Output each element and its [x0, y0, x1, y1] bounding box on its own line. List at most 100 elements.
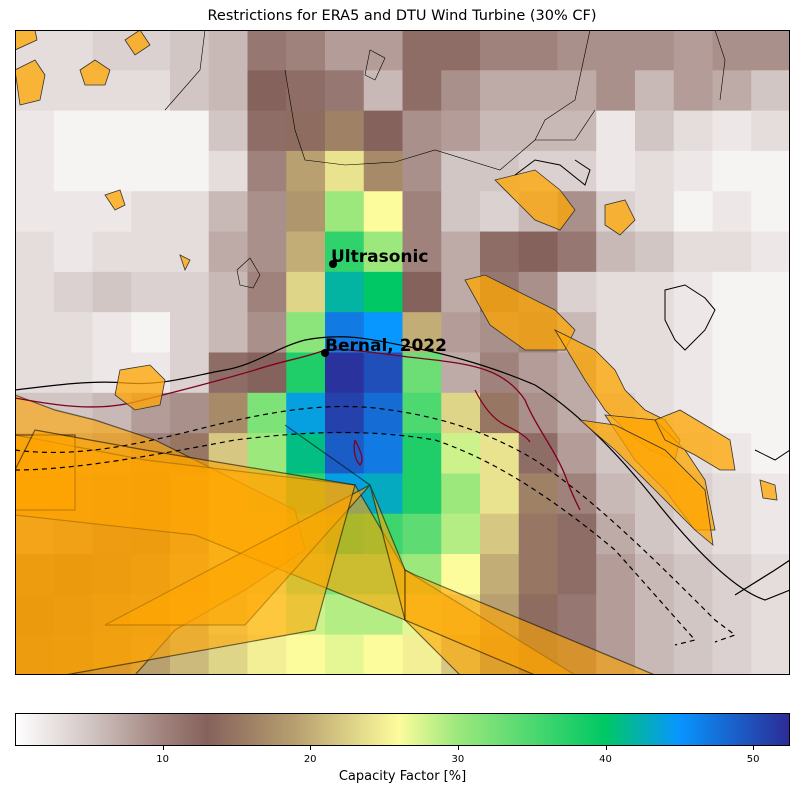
grid-cell	[441, 231, 481, 273]
grid-cell	[402, 70, 442, 112]
grid-cell	[402, 231, 442, 273]
grid-cell	[596, 271, 636, 313]
grid-cell	[673, 110, 713, 152]
grid-cell	[170, 312, 210, 353]
measurement-sites: Ultrasonic Bernal, 2022	[321, 247, 447, 357]
grid-cell	[441, 191, 481, 233]
grid-cell	[363, 271, 403, 313]
grid-cell	[170, 191, 210, 233]
grid-cell	[247, 70, 287, 112]
grid-cell	[92, 231, 132, 273]
grid-cell	[635, 554, 675, 595]
grid-cell	[673, 70, 713, 112]
colorbar	[15, 713, 790, 746]
grid-cell	[131, 70, 171, 112]
grid-cell	[325, 271, 365, 313]
grid-cell	[208, 312, 248, 353]
grid-cell	[673, 312, 713, 353]
grid-cell	[286, 312, 326, 353]
grid-cell	[402, 271, 442, 313]
grid-cell	[751, 554, 790, 595]
grid-cell	[712, 634, 752, 675]
grid-cell	[247, 150, 287, 192]
grid-cell	[247, 352, 287, 394]
grid-cell	[441, 30, 481, 71]
grid-cell	[325, 191, 365, 233]
grid-cell	[518, 30, 558, 71]
grid-cell	[170, 110, 210, 152]
grid-cell	[596, 312, 636, 353]
grid-cell	[635, 513, 675, 555]
grid-cell	[712, 352, 752, 394]
capacity-factor-grid	[15, 30, 790, 675]
grid-cell	[635, 30, 675, 71]
grid-cell	[480, 231, 520, 273]
grid-cell	[208, 392, 248, 434]
grid-cell	[557, 554, 597, 595]
colorbar-tick	[753, 746, 755, 750]
grid-cell	[712, 473, 752, 515]
grid-cell	[751, 513, 790, 555]
grid-cell	[131, 271, 171, 313]
grid-cell	[170, 30, 210, 71]
grid-cell	[712, 231, 752, 273]
grid-cell	[751, 30, 790, 71]
grid-cell	[363, 150, 403, 192]
grid-cell	[557, 433, 597, 474]
grid-cell	[751, 191, 790, 233]
grid-cell	[751, 312, 790, 353]
bernal-site-label: Bernal, 2022	[325, 336, 447, 356]
grid-cell	[751, 352, 790, 394]
grid-cell	[712, 513, 752, 555]
grid-cell	[635, 150, 675, 192]
grid-cell	[673, 554, 713, 595]
grid-cell	[596, 473, 636, 515]
grid-cell	[402, 513, 442, 555]
grid-cell	[325, 30, 365, 71]
grid-cell	[441, 433, 481, 474]
grid-cell	[286, 271, 326, 313]
grid-cell	[480, 433, 520, 474]
grid-cell	[712, 392, 752, 434]
grid-cell	[596, 150, 636, 192]
grid-cell	[673, 150, 713, 192]
bernal-site-marker	[321, 349, 329, 357]
grid-cell	[712, 70, 752, 112]
grid-cell	[247, 433, 287, 474]
grid-cell	[15, 110, 55, 152]
grid-cell	[402, 30, 442, 71]
grid-cell	[53, 271, 93, 313]
grid-cell	[363, 231, 403, 273]
map-border	[15, 30, 790, 675]
ultrasonic-site-label: Ultrasonic	[331, 247, 428, 267]
grid-cell	[480, 392, 520, 434]
grid-cell	[325, 352, 365, 394]
grid-cell	[325, 312, 365, 353]
grid-cell	[363, 191, 403, 233]
grid-cell	[15, 271, 55, 313]
grid-cell	[635, 110, 675, 152]
grid-cell	[712, 594, 752, 636]
grid-cell	[53, 150, 93, 192]
grid-cell	[208, 271, 248, 313]
grid-cell	[363, 312, 403, 353]
grid-cell	[131, 150, 171, 192]
grid-cell	[53, 30, 93, 71]
grid-cell	[286, 191, 326, 233]
grid-cell	[208, 191, 248, 233]
grid-cell	[131, 312, 171, 353]
grid-cell	[712, 312, 752, 353]
grid-cell	[247, 312, 287, 353]
grid-cell	[518, 110, 558, 152]
grid-cell	[286, 110, 326, 152]
grid-cell	[325, 150, 365, 192]
grid-cell	[712, 191, 752, 233]
grid-cell	[286, 150, 326, 192]
grid-cell	[518, 433, 558, 474]
grid-cell	[402, 352, 442, 394]
grid-cell	[170, 70, 210, 112]
grid-cell	[208, 150, 248, 192]
colorbar-tick	[457, 746, 459, 750]
restriction-zone-wedge	[15, 429, 356, 675]
grid-cell	[441, 392, 481, 434]
